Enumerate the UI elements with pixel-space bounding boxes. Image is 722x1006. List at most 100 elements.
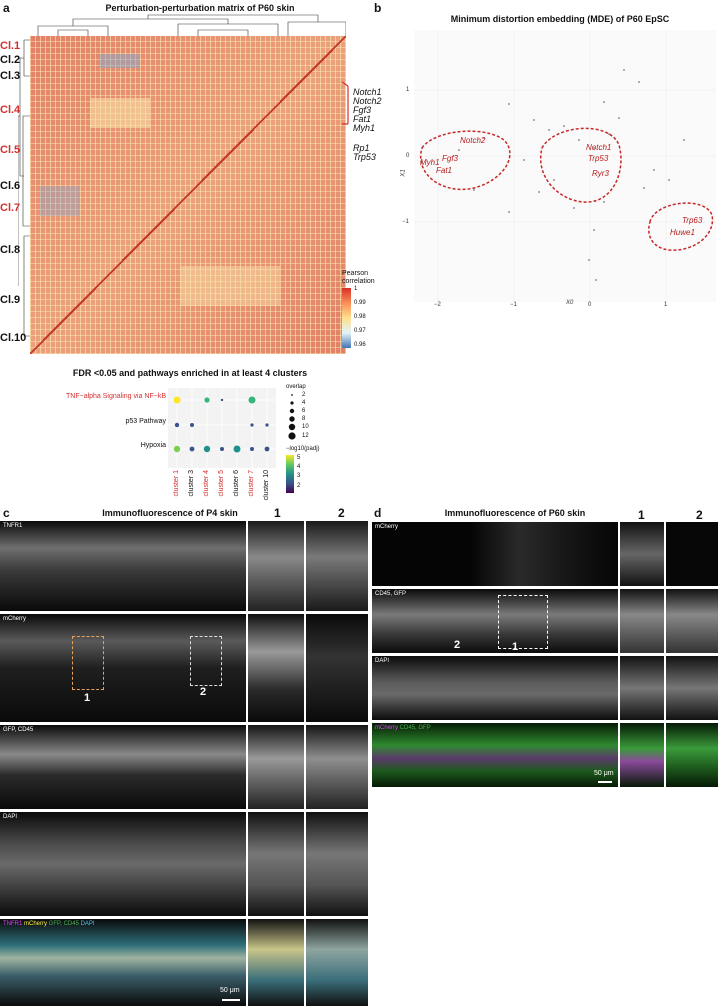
roi-label-2: 2 [454, 639, 461, 651]
mde-gene-label: Trp63 [682, 216, 703, 225]
heatmap-block-cl6 [40, 186, 80, 216]
mde-gene-label: Fgf3 [442, 154, 459, 163]
cluster-label: Cl.8 [0, 244, 21, 256]
if-c-gfp-overview: GFP, CD45 [0, 725, 246, 809]
overlap-tick: 4 [302, 400, 306, 406]
legend-title: Pearson correlation [342, 270, 375, 285]
color-legend-title: −log10(padj) [286, 446, 320, 452]
if-d-dapi-zoom2 [666, 656, 718, 720]
if-c-gfp-zoom1 [248, 725, 304, 809]
roi-box-1[interactable] [498, 595, 548, 649]
scalebar [222, 999, 240, 1001]
merge-part: GFP, CD45 [47, 921, 79, 927]
dot-cluster-label: cluster 1 [173, 470, 180, 497]
mde-plot: Notch2 Myh1 Fgf3 Fat1 Notch1 Trp53 Ryr3 … [414, 30, 716, 302]
gene-label: Rp1 [353, 143, 370, 153]
pathway-label: Hypoxia [140, 442, 166, 449]
if-d-merge-overview: mCherry CD45, GFP 50 μm [372, 723, 618, 787]
merge-part: TNFR1 [3, 921, 23, 927]
panel-b-label: b [374, 1, 382, 15]
overlap-tick: 12 [302, 433, 309, 439]
if-c-mcherry-zoom2 [306, 614, 368, 722]
merge-part: mCherry [22, 921, 48, 927]
merge-label: TNFR1 mCherry GFP, CD45 DAPI [3, 921, 95, 927]
if-d-mcherry-zoom1 [620, 522, 664, 586]
channel-label: mCherry [3, 616, 27, 622]
color-tick: 2 [297, 483, 301, 489]
cluster-label: Cl.7 [0, 202, 21, 214]
gene-label: Notch1 [353, 87, 382, 97]
if-d-merge-zoom1 [620, 723, 664, 787]
x-tick: 0 [588, 302, 592, 308]
gene-label: Fgf3 [353, 105, 372, 115]
panel-b-title: Minimum distortion embedding (MDE) of P6… [450, 14, 670, 24]
mde-gene-label: Ryr3 [592, 169, 609, 178]
dotplot-pathways: TNF−alpha Signaling via NF−kB p53 Pathwa… [10, 388, 166, 468]
if-c-dapi-zoom1 [248, 812, 304, 916]
merge-part: CD45, GFP [398, 725, 431, 731]
dot-cluster-label: cluster 6 [233, 470, 240, 497]
roi-box-2[interactable] [190, 636, 222, 686]
roi-label-1: 1 [84, 692, 91, 704]
heatmap-legend: Pearson correlation 1 0.99 0.98 0.97 0.9… [342, 270, 392, 352]
overlap-tick: 8 [302, 416, 306, 422]
pathway-label: TNF−alpha Signaling via NF−kB [66, 393, 166, 400]
overlap-tick: 2 [302, 392, 306, 398]
cluster-label: Cl.1 [0, 40, 21, 52]
if-c-merge-overview: TNFR1 mCherry GFP, CD45 DAPI 50 μm [0, 919, 246, 1006]
zoom-label: 1 [274, 506, 281, 520]
if-d-cd45-zoom1 [620, 589, 664, 653]
heatmap-block-cl4 [90, 98, 150, 128]
panel-c-label: c [3, 506, 10, 520]
legend-tick: 0.97 [354, 328, 366, 334]
if-d-dapi-zoom1 [620, 656, 664, 720]
mde-gene-label: Trp53 [588, 154, 609, 163]
legend-tick: 0.96 [354, 342, 366, 348]
overlap-tick: 6 [302, 408, 306, 414]
panel-c-title: Immunofluorescence of P4 skin [102, 508, 238, 518]
mde-gene-label: Huwe1 [670, 228, 695, 237]
cluster-label: Cl.3 [0, 70, 21, 82]
dot-cluster-label: cluster 5 [218, 470, 225, 497]
x-tick: −1 [510, 302, 517, 308]
panel-d-title: Immunofluorescence of P60 skin [444, 508, 586, 518]
legend-tick: 0.99 [354, 300, 366, 306]
if-c-tnfr1-overview: TNFR1 [0, 521, 246, 611]
panel-d-label: d [374, 506, 382, 520]
channel-label: TNFR1 [3, 523, 23, 529]
merge-part: mCherry [375, 725, 399, 731]
x-tick: 1 [664, 302, 668, 308]
cluster-label: Cl.9 [0, 294, 21, 306]
if-d-cd45-zoom2 [666, 589, 718, 653]
dot-cluster-label: cluster 3 [188, 470, 195, 497]
x-tick: −2 [434, 302, 441, 308]
if-c-dapi-overview: DAPI [0, 812, 246, 916]
if-c-tnfr1-zoom2 [306, 521, 368, 611]
zoom-label: 2 [338, 506, 345, 520]
heatmap-top-dendrogram [37, 14, 346, 36]
other-gene-list: Rp1 Trp53 [353, 144, 399, 162]
mde-gene-label: Myh1 [420, 158, 440, 167]
if-c-mcherry-overview: mCherry 1 2 [0, 614, 246, 722]
gene-label: Fat1 [353, 114, 372, 124]
scalebar [598, 781, 612, 783]
legend-tick: 0.98 [354, 314, 366, 320]
if-d-cd45-overview: CD45, GFP 2 1 [372, 589, 618, 653]
overlap-legend: overlap 2 4 6 8 10 12 [286, 384, 346, 440]
cluster-label: Cl.4 [0, 104, 21, 116]
roi-box-1[interactable] [72, 636, 104, 690]
correlation-heatmap [30, 36, 346, 354]
legend-colorbar [342, 288, 351, 348]
if-c-dapi-zoom2 [306, 812, 368, 916]
color-tick: 5 [297, 455, 301, 461]
dot-cluster-label: cluster 10 [263, 470, 270, 501]
scalebar-label: 50 μm [220, 987, 240, 994]
cluster-label: Cl.2 [0, 54, 21, 66]
dotplot-grid [168, 388, 276, 468]
highlight-gene-list: Notch1 Notch2 Fgf3 Fat1 Myh1 [353, 88, 399, 133]
cluster-label: Cl.6 [0, 180, 21, 192]
dot-cluster-label: cluster 7 [248, 470, 255, 497]
if-d-mcherry-zoom2 [666, 522, 718, 586]
mde-y-ticks: 1 0 −1 [400, 30, 412, 302]
heatmap-block-cl9 [180, 266, 280, 306]
